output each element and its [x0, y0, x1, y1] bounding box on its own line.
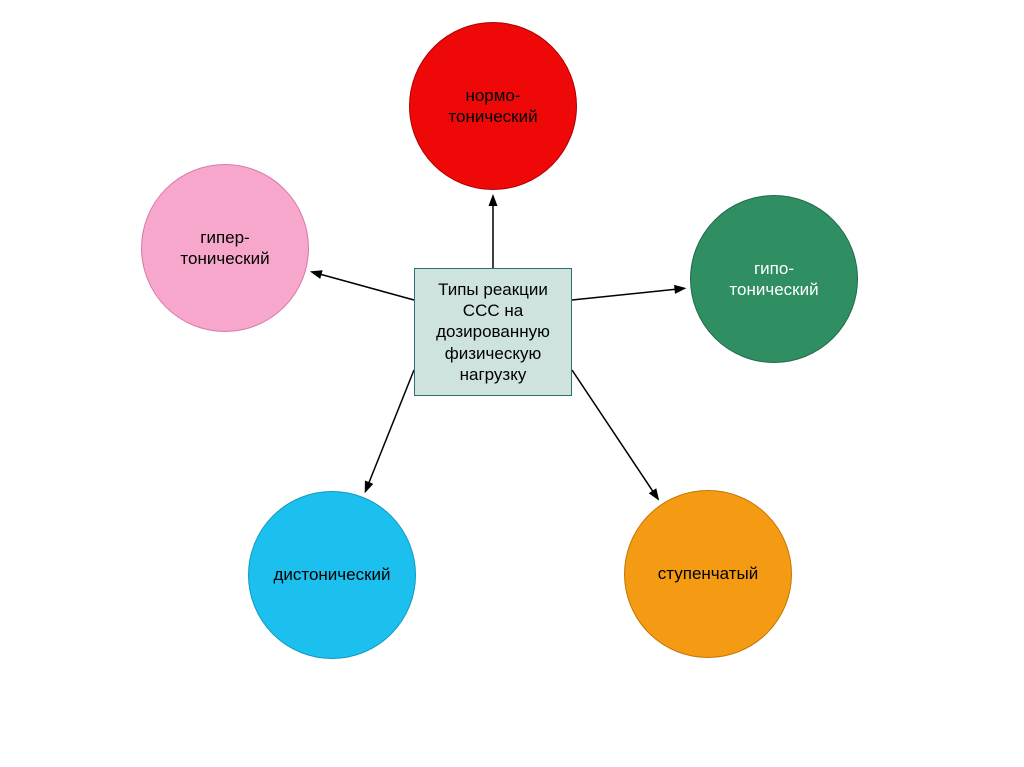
diagram-canvas: Типы реакции ССС на дозированную физичес… [0, 0, 1024, 767]
center-label: Типы реакции ССС на дозированную физичес… [436, 279, 550, 385]
node-step: ступенчатый [624, 490, 792, 658]
node-hyper-label: гипер- тонический [180, 227, 269, 270]
node-normo-label: нормо- тонический [448, 85, 537, 128]
node-hypo-label: гипо- тонический [729, 258, 818, 301]
node-dys-label: дистонический [273, 564, 390, 585]
node-dys: дистонический [248, 491, 416, 659]
node-step-label: ступенчатый [658, 563, 758, 584]
node-hyper: гипер- тонический [141, 164, 309, 332]
node-hypo: гипо- тонический [690, 195, 858, 363]
center-box: Типы реакции ССС на дозированную физичес… [414, 268, 572, 396]
node-normo: нормо- тонический [409, 22, 577, 190]
